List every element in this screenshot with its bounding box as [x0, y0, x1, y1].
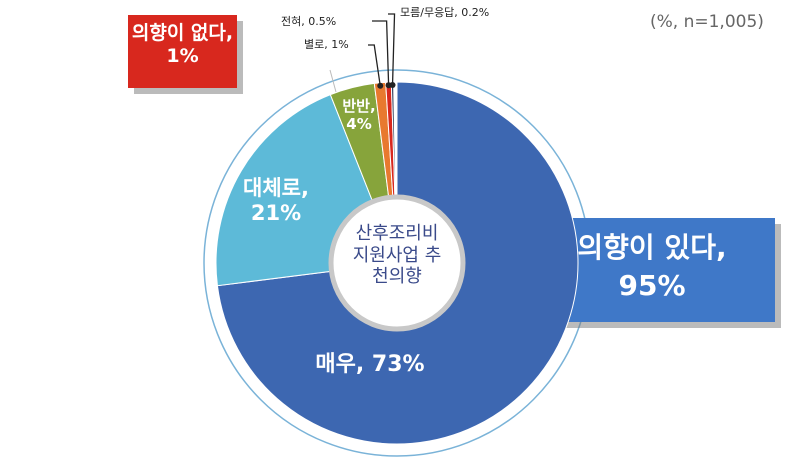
value-label: 모름/무응답, 0.2% [400, 6, 490, 19]
leader-dot [377, 82, 384, 89]
value-label: 대체로, 21% [243, 176, 309, 226]
leader-line [372, 20, 390, 86]
value-label: 별로, 1% [304, 38, 349, 51]
leader-line [388, 13, 396, 86]
value-label: 전혀, 0.5% [281, 15, 337, 28]
connector [329, 69, 337, 93]
center-label: 산후조리비 지원사업 추천의향 [352, 223, 442, 288]
center-ring [328, 194, 466, 332]
value-label: 매우, 73% [315, 352, 425, 377]
leader-line [368, 44, 381, 86]
no-label: 의향이 없다, 1% [131, 22, 234, 67]
leader-dot [389, 82, 396, 89]
note: (%, n=1,005) [650, 12, 764, 32]
yes-label: 의향이 있다, 95% [577, 231, 727, 302]
value-label: 반반, 4% [342, 97, 376, 133]
no-box [128, 15, 237, 88]
